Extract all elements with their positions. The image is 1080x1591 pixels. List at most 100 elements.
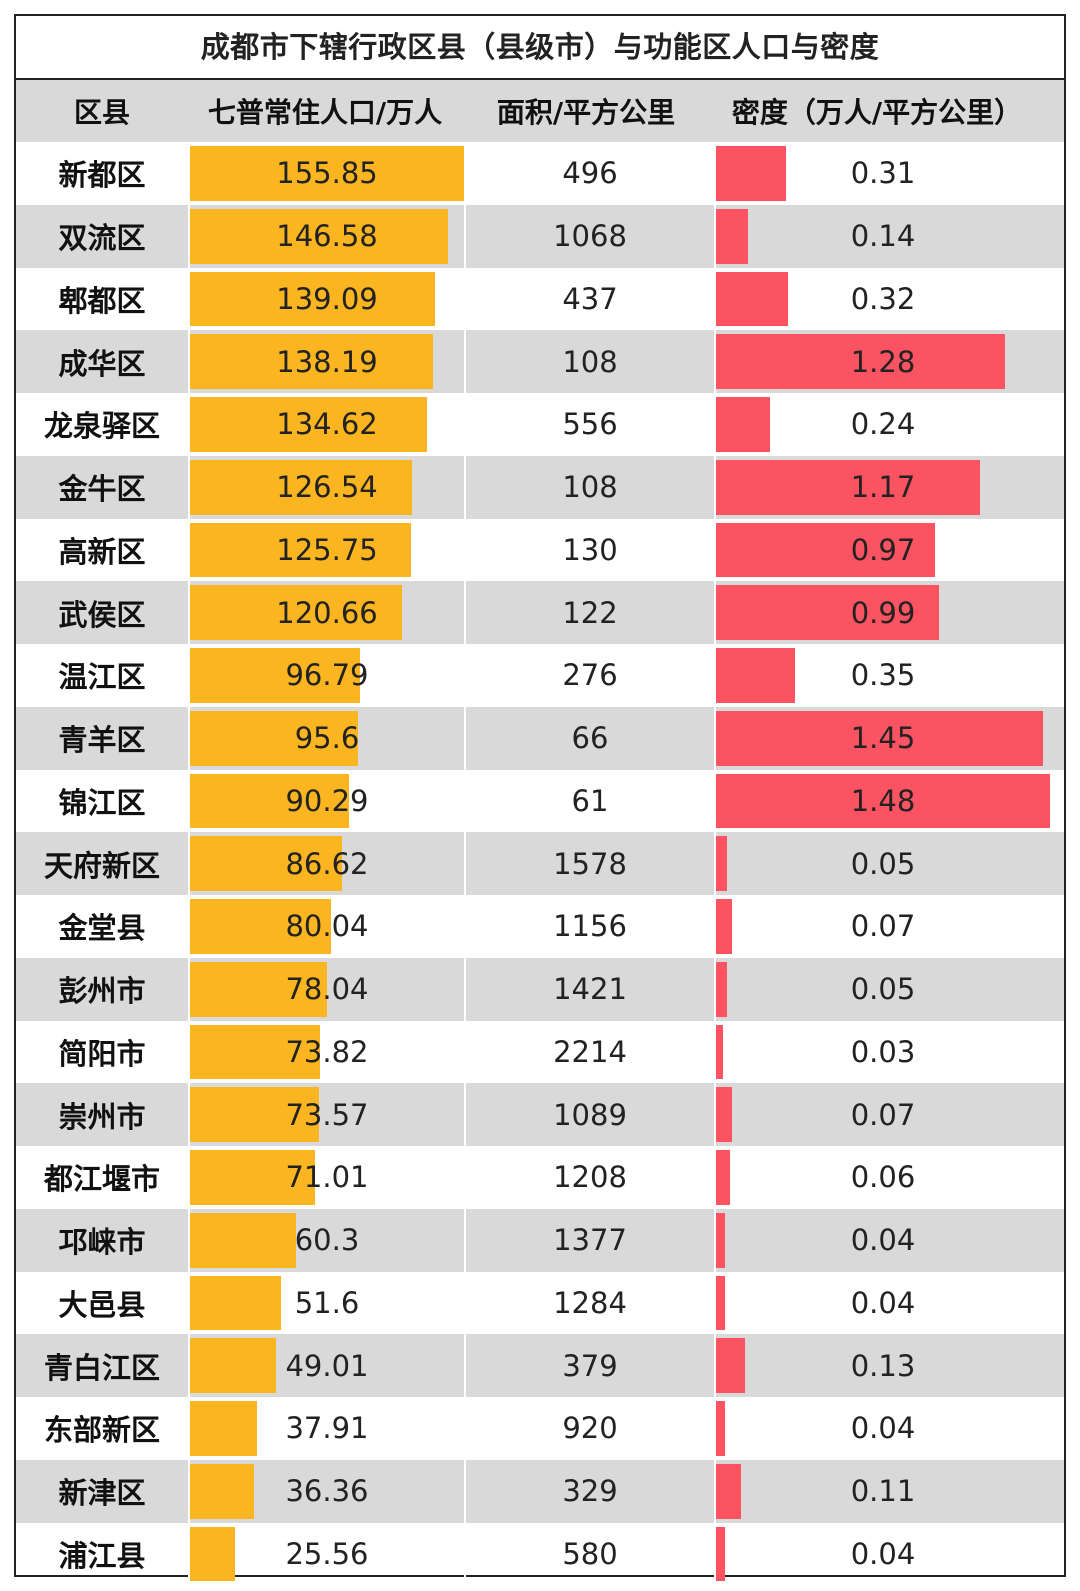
area-value: 580	[464, 1522, 714, 1586]
table-row: 龙泉驿区 134.62 556 0.24	[16, 393, 1064, 456]
density-value: 0.31	[850, 156, 916, 191]
district-name: 天府新区	[43, 848, 160, 883]
density-bar	[716, 1024, 723, 1080]
population-value: 80.04	[285, 909, 369, 944]
table-body: 新都区 155.85 496 0.31 双流区 146.58 1068 0.14 郫都区 139.…	[16, 142, 1064, 1586]
density-bar	[716, 1338, 746, 1393]
density-value: 0.04	[850, 1223, 916, 1258]
density-cell: 1.17	[714, 455, 1050, 519]
density-bar	[716, 271, 789, 327]
table-row: 金堂县 80.04 1156 0.07	[16, 895, 1064, 958]
table-row: 大邑县 51.6 1284 0.04	[16, 1271, 1064, 1335]
area-value: 66	[464, 706, 714, 770]
district-name: 浦江县	[58, 1538, 146, 1573]
density-value: 0.24	[850, 407, 916, 442]
table-row: 青白江区 49.01 379 0.13	[16, 1334, 1064, 1397]
density-bar	[716, 334, 1005, 389]
population-value: 120.66	[276, 595, 378, 630]
area-value: 61	[464, 769, 714, 833]
district-name: 郫都区	[58, 283, 146, 318]
density-cell: 0.05	[714, 957, 1050, 1021]
density-cell: 0.04	[714, 1397, 1050, 1460]
header-district: 区县	[73, 96, 130, 129]
population-value: 78.04	[285, 972, 369, 1007]
density-bar	[716, 1150, 730, 1205]
population-bar	[190, 522, 412, 578]
population-value: 49.01	[285, 1348, 369, 1383]
density-bar	[716, 208, 748, 264]
population-bar	[190, 397, 427, 452]
district-name: 崇州市	[58, 1099, 146, 1134]
population-value: 51.6	[294, 1285, 360, 1320]
population-cell: 95.6	[188, 706, 464, 770]
table-row: 成华区 138.19 108 1.28	[16, 330, 1064, 393]
population-bar	[190, 146, 464, 201]
density-value: 1.17	[850, 470, 916, 505]
population-cell: 25.56	[188, 1522, 464, 1586]
density-value: 0.35	[850, 658, 916, 693]
area-value: 379	[464, 1334, 714, 1397]
area-value: 437	[464, 267, 714, 331]
table-row: 新津区 36.36 329 0.11	[16, 1459, 1064, 1523]
area-value: 108	[464, 455, 714, 519]
table-row: 温江区 96.79 276 0.35	[16, 644, 1064, 707]
population-value: 25.56	[285, 1536, 369, 1571]
density-value: 0.11	[850, 1474, 916, 1509]
density-bar	[716, 459, 981, 515]
density-cell: 0.31	[714, 142, 1050, 205]
table-row: 彭州市 78.04 1421 0.05	[16, 957, 1064, 1021]
density-bar	[716, 1087, 732, 1142]
population-cell: 78.04	[188, 957, 464, 1021]
population-cell: 51.6	[188, 1271, 464, 1335]
density-bar	[716, 710, 1044, 766]
district-name: 青白江区	[43, 1350, 160, 1385]
density-bar	[716, 1463, 741, 1519]
population-bar	[190, 585, 403, 640]
area-value: 920	[464, 1397, 714, 1460]
population-bar	[190, 1275, 281, 1331]
table-row: 锦江区 90.29 61 1.48	[16, 769, 1064, 833]
district-name: 东部新区	[43, 1413, 160, 1448]
area-value: 1284	[464, 1271, 714, 1335]
district-name: 成华区	[58, 346, 146, 381]
population-value: 86.62	[285, 846, 369, 881]
population-value: 37.91	[285, 1411, 369, 1446]
table-row: 双流区 146.58 1068 0.14	[16, 204, 1064, 268]
population-bar	[190, 1463, 254, 1519]
density-cell: 0.04	[714, 1522, 1050, 1586]
density-bar	[716, 1275, 726, 1331]
density-cell: 0.04	[714, 1208, 1050, 1272]
population-bar	[190, 1338, 277, 1393]
population-cell: 73.57	[188, 1083, 464, 1146]
population-value: 126.54	[276, 470, 378, 505]
district-name: 大邑县	[58, 1287, 146, 1322]
population-bar	[190, 648, 361, 703]
density-value: 0.05	[850, 972, 916, 1007]
population-cell: 86.62	[188, 832, 464, 895]
population-cell: 126.54	[188, 455, 464, 519]
population-bar	[190, 1024, 320, 1080]
population-cell: 80.04	[188, 895, 464, 958]
density-value: 0.97	[850, 532, 916, 567]
density-bar	[716, 899, 732, 954]
table-row: 浦江县 25.56 580 0.04	[16, 1522, 1064, 1586]
district-name: 都江堰市	[43, 1162, 160, 1197]
density-value: 1.28	[850, 344, 916, 379]
data-table: 成都市下辖行政区县（县级市）与功能区人口与密度 区县 七普常住人口/万人 面积/…	[14, 14, 1066, 1586]
population-value: 90.29	[285, 783, 369, 818]
density-cell: 0.99	[714, 581, 1050, 644]
density-value: 0.03	[850, 1034, 916, 1069]
population-value: 73.82	[285, 1034, 369, 1069]
header-density: 密度（万人/平方公里）	[731, 96, 1023, 129]
density-cell: 0.04	[714, 1271, 1050, 1335]
area-value: 556	[464, 393, 714, 456]
district-name: 简阳市	[58, 1036, 146, 1071]
population-bar	[190, 899, 331, 954]
district-name: 邛崃市	[58, 1225, 146, 1260]
population-cell: 36.36	[188, 1459, 464, 1523]
district-name: 高新区	[58, 534, 146, 569]
density-bar	[716, 522, 935, 578]
district-name: 锦江区	[58, 785, 146, 820]
population-value: 96.79	[285, 658, 369, 693]
area-value: 329	[464, 1459, 714, 1523]
